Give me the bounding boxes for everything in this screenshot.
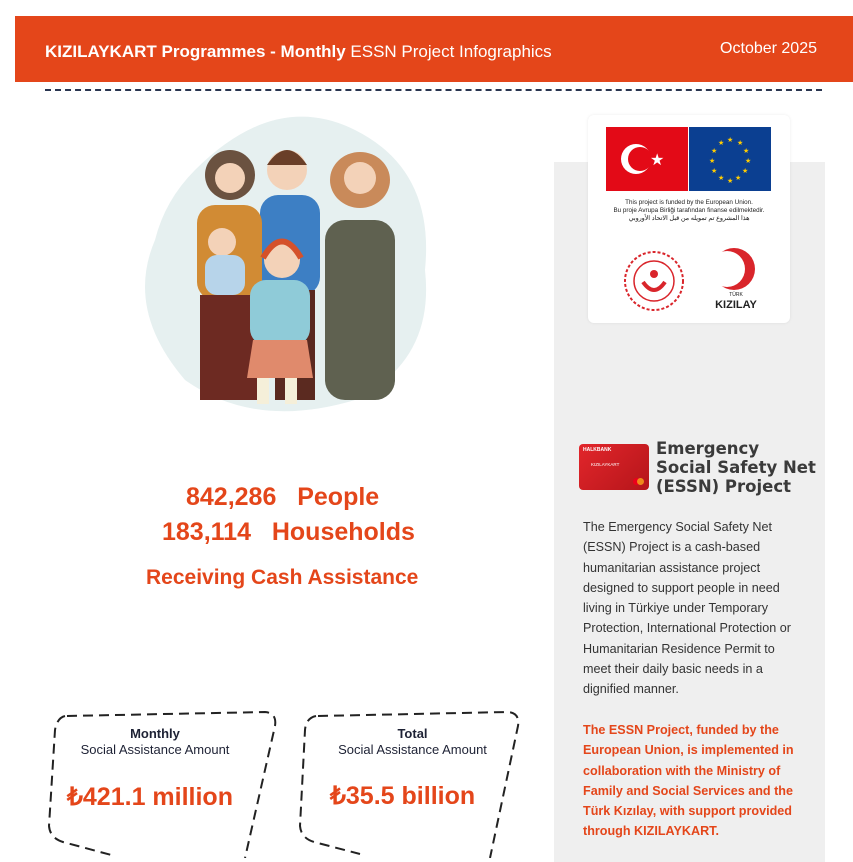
- svg-text:★: ★: [742, 167, 748, 175]
- total-amount-card: Total Social Assistance Amount ₺35.5 bil…: [290, 708, 530, 858]
- dashed-divider: [45, 89, 822, 91]
- svg-text:★: ★: [711, 147, 717, 155]
- report-date: October 2025: [720, 40, 817, 57]
- svg-text:★: ★: [727, 177, 733, 185]
- monthly-amount: ₺421.1 million: [67, 783, 233, 811]
- title-monthly: Monthly: [280, 42, 346, 61]
- title-separator: -: [265, 42, 281, 61]
- monthly-amount-card: Monthly Social Assistance Amount ₺421.1 …: [45, 708, 285, 858]
- eu-funding-statement: This project is funded by the European U…: [613, 199, 765, 222]
- turkey-eu-flags: ★ ★ ★★★★★ ★★★★★★: [606, 127, 771, 191]
- essn-title: Emergency Social Safety Net (ESSN) Proje…: [656, 439, 816, 496]
- dashed-card-frame: [47, 710, 277, 858]
- households-count: 183,114 Households: [162, 518, 415, 546]
- page-title: KIZILAYKART Programmes - Monthly ESSN Pr…: [45, 42, 552, 62]
- essn-description: The Emergency Social Safety Net (ESSN) P…: [583, 520, 791, 697]
- svg-text:★: ★: [718, 174, 724, 182]
- partner-logos: ★ ★ ★ ★ ★ ★ ★ ★ ★ ★ ★ ★ ★ This project is funded b…: [588, 115, 790, 323]
- essn-funding-note: The ESSN Project, funded by the European…: [583, 723, 794, 839]
- receiving-label: Receiving Cash Assistance: [146, 566, 419, 589]
- kizilaykart-card-image: HALKBANK KIZILAYKART: [579, 444, 649, 490]
- family-illustration: [145, 116, 427, 412]
- svg-text:★: ★: [650, 152, 664, 169]
- title-rest: ESSN Project Infographics: [345, 42, 552, 61]
- svg-text:★: ★: [718, 139, 724, 147]
- kizilay-top-text: TÜRK: [729, 292, 743, 298]
- svg-text:★: ★: [709, 157, 715, 165]
- ministry-seal-icon: [624, 251, 684, 311]
- card-title: Monthly: [130, 726, 180, 741]
- kizilay-logo-text: KIZILAY: [715, 299, 757, 311]
- red-crescent-icon: [712, 248, 755, 290]
- svg-text:★: ★: [737, 139, 743, 147]
- svg-text:★: ★: [745, 157, 751, 165]
- header-bar: KIZILAYKART Programmes - Monthly ESSN Pr…: [15, 16, 853, 82]
- card-subtitle: Social Assistance Amount: [338, 742, 487, 757]
- total-amount: ₺35.5 billion: [330, 782, 476, 810]
- card-title: Total: [397, 726, 428, 741]
- svg-text:★: ★: [735, 174, 741, 182]
- people-count: 842,286 People: [186, 483, 380, 511]
- svg-text:★: ★: [727, 136, 733, 144]
- svg-text:★: ★: [743, 147, 749, 155]
- title-brand: KIZILAYKART Programmes: [45, 42, 266, 61]
- card-subtitle: Social Assistance Amount: [80, 742, 230, 757]
- dashed-card-frame: [298, 710, 520, 858]
- svg-text:★: ★: [711, 167, 717, 175]
